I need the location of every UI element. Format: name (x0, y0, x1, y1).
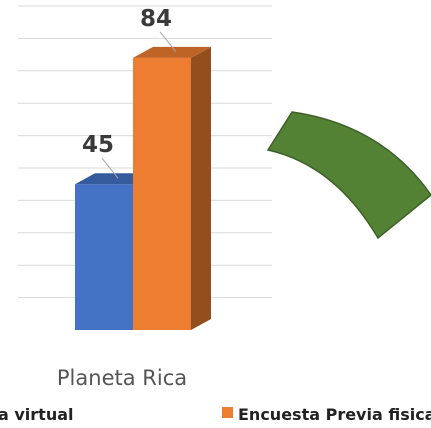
bar-fisica-front (133, 57, 191, 331)
category-label: Planeta Rica (57, 366, 187, 390)
bar-virtual-front (75, 184, 133, 330)
decorative-arc (266, 111, 431, 240)
legend: a virtual Encuesta Previa fisica (0, 405, 431, 424)
legend-item-fisica-label: Encuesta Previa fisica (238, 405, 431, 424)
legend-item-fisica-swatch (222, 407, 233, 418)
legend-item-virtual-label: a virtual (0, 405, 74, 424)
bar-fisica-side (191, 46, 211, 331)
bar-fisica (133, 46, 211, 331)
value-labels: 45 84 (82, 6, 177, 179)
bar-fisica-top (133, 46, 211, 58)
leader-line-fisica (159, 31, 177, 53)
bars (75, 46, 211, 331)
leader-line-virtual (101, 157, 119, 179)
value-label-virtual: 45 (82, 132, 114, 158)
value-label-fisica: 84 (140, 6, 172, 32)
